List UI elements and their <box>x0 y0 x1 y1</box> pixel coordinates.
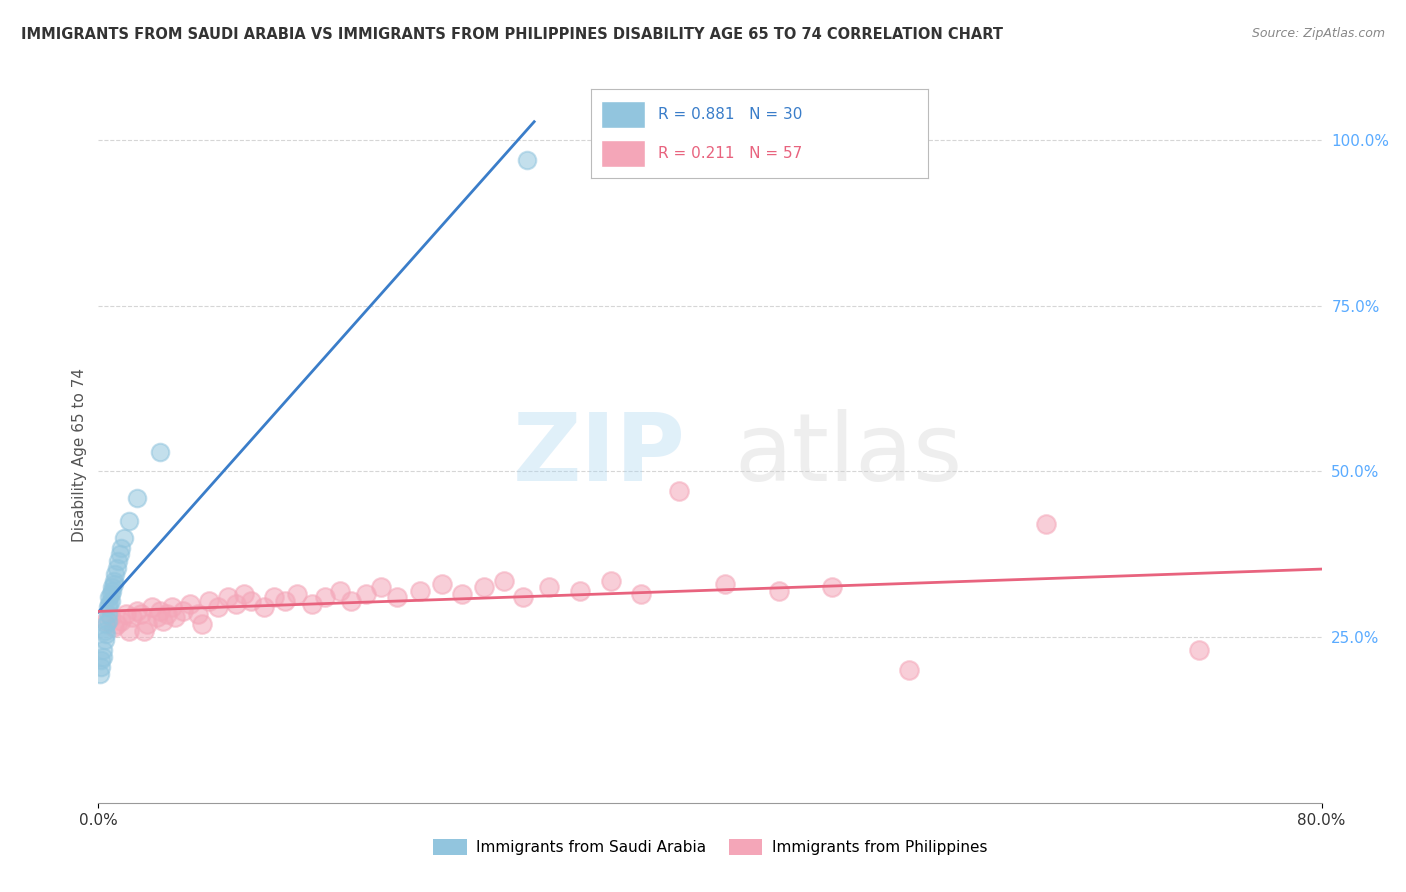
Point <box>93 624 115 638</box>
Point <box>156 607 179 621</box>
Point <box>98 591 121 605</box>
Point <box>408 583 430 598</box>
Point <box>472 581 495 595</box>
Point <box>516 153 538 167</box>
Y-axis label: Disability Age 65 to 74: Disability Age 65 to 74 <box>72 368 87 542</box>
Point <box>103 577 125 591</box>
Legend: Immigrants from Saudi Arabia, Immigrants from Philippines: Immigrants from Saudi Arabia, Immigrants… <box>427 833 993 862</box>
Point <box>263 591 285 605</box>
Text: IMMIGRANTS FROM SAUDI ARABIA VS IMMIGRANTS FROM PHILIPPINES DISABILITY AGE 65 TO: IMMIGRANTS FROM SAUDI ARABIA VS IMMIGRAN… <box>21 27 1002 42</box>
Point <box>103 620 125 634</box>
Point <box>101 581 124 595</box>
Point <box>172 604 194 618</box>
Point <box>145 610 167 624</box>
Point <box>512 591 534 605</box>
Point <box>217 591 239 605</box>
Point <box>329 583 352 598</box>
Bar <box>600 140 644 167</box>
Point <box>91 650 114 665</box>
Point <box>100 587 122 601</box>
Point <box>107 554 129 568</box>
Point <box>207 600 229 615</box>
Point <box>121 610 143 624</box>
Point <box>110 614 132 628</box>
Point <box>197 593 219 607</box>
Point <box>125 604 148 618</box>
Point <box>136 616 159 631</box>
Text: R = 0.881   N = 30: R = 0.881 N = 30 <box>658 107 803 121</box>
Point <box>339 593 361 607</box>
Point <box>93 633 115 648</box>
Point <box>354 587 377 601</box>
Point <box>149 604 172 618</box>
Point <box>897 663 920 677</box>
Point <box>94 614 117 628</box>
Point <box>89 666 111 681</box>
Point <box>191 616 214 631</box>
Point <box>285 587 308 601</box>
Point <box>94 616 117 631</box>
Point <box>125 491 148 505</box>
Point <box>98 597 121 611</box>
Point <box>134 624 156 638</box>
Point <box>100 610 122 624</box>
Point <box>252 600 274 615</box>
Point <box>179 597 201 611</box>
Point <box>160 600 183 615</box>
Point <box>90 653 112 667</box>
Point <box>129 607 152 621</box>
Point <box>538 581 561 595</box>
Text: Source: ZipAtlas.com: Source: ZipAtlas.com <box>1251 27 1385 40</box>
Point <box>314 591 336 605</box>
Point <box>1035 517 1057 532</box>
Point <box>97 600 120 615</box>
Point <box>105 616 128 631</box>
Point <box>492 574 515 588</box>
Point <box>163 610 186 624</box>
Point <box>768 583 790 598</box>
Point <box>152 614 174 628</box>
Point <box>112 531 135 545</box>
Point <box>569 583 592 598</box>
Point <box>118 514 141 528</box>
Point <box>432 577 454 591</box>
Point <box>104 567 127 582</box>
Point <box>668 484 690 499</box>
Point <box>240 593 263 607</box>
Text: R = 0.211   N = 57: R = 0.211 N = 57 <box>658 146 803 161</box>
Point <box>187 607 209 621</box>
Text: atlas: atlas <box>734 409 963 501</box>
Point <box>385 591 408 605</box>
Point <box>108 547 131 561</box>
Point <box>232 587 254 601</box>
Point <box>141 600 163 615</box>
Point <box>97 607 120 621</box>
Point <box>451 587 474 601</box>
Bar <box>600 101 644 128</box>
Point <box>105 560 128 574</box>
Point <box>149 444 172 458</box>
Point <box>599 574 621 588</box>
Point <box>94 627 117 641</box>
Point <box>630 587 652 601</box>
Point <box>90 660 112 674</box>
Point <box>110 541 132 555</box>
Point <box>370 581 392 595</box>
Point <box>115 607 138 621</box>
Point <box>714 577 737 591</box>
Point <box>1188 643 1211 657</box>
Text: ZIP: ZIP <box>513 409 686 501</box>
Point <box>101 583 124 598</box>
Point <box>100 593 122 607</box>
Point <box>118 624 141 638</box>
Point <box>301 597 323 611</box>
Point <box>91 643 114 657</box>
Point <box>225 597 247 611</box>
Point <box>103 574 125 588</box>
Point <box>97 614 120 628</box>
Point <box>821 581 844 595</box>
Point <box>274 593 297 607</box>
